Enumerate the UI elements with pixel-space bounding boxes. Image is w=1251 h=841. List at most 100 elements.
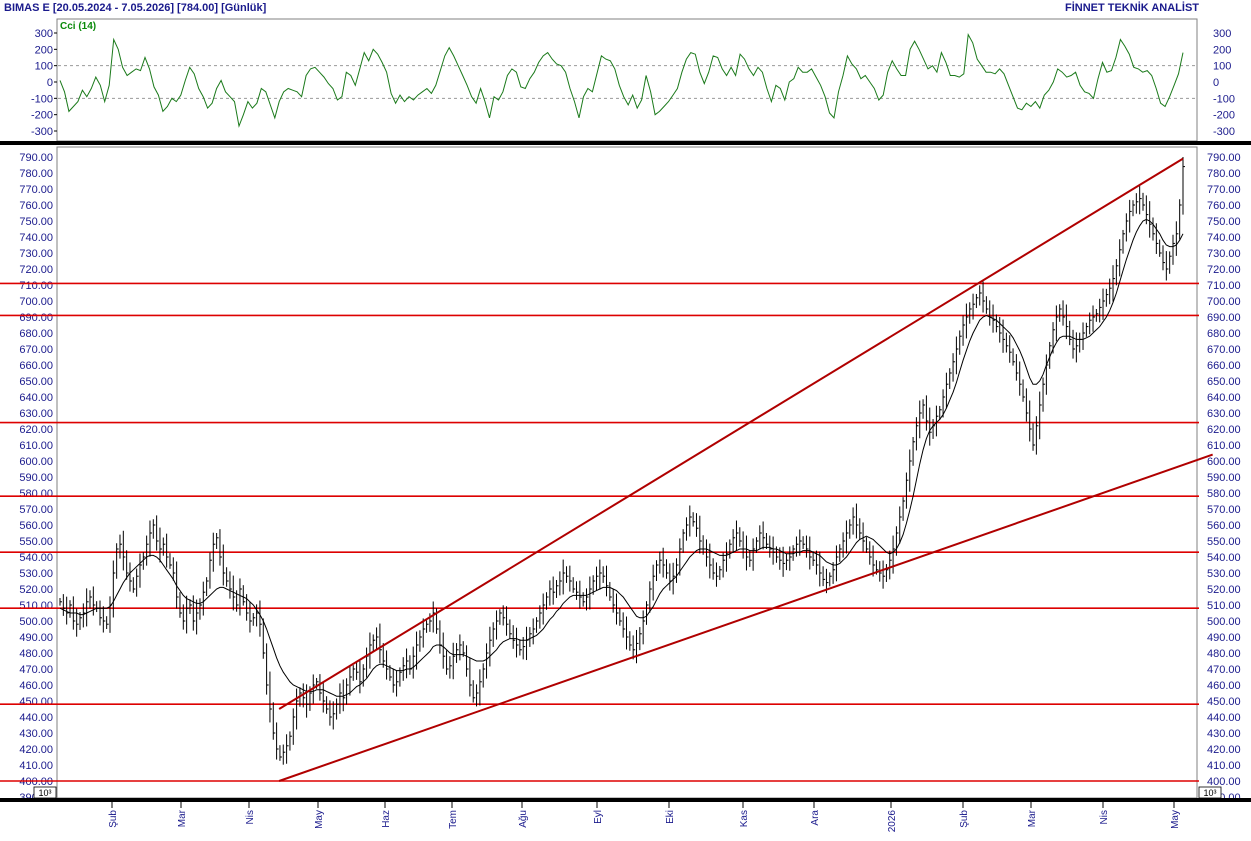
- price-tick-label: 780.00: [1207, 168, 1241, 180]
- price-tick-label: 460.00: [19, 680, 53, 692]
- price-bar: [609, 581, 612, 601]
- price-bar: [296, 688, 299, 730]
- price-bar: [852, 507, 856, 535]
- price-tick-label: 730.00: [1207, 248, 1241, 260]
- price-bar: [476, 684, 479, 707]
- cci-panel: 300 200 100 0 -100 -200 -300 300 200 100 0 -100 -20…: [31, 18, 1235, 142]
- price-bar: [219, 529, 222, 566]
- price-bar: [972, 293, 976, 320]
- price-bar: [1112, 265, 1116, 302]
- price-bar: [622, 612, 626, 638]
- x-tick-label: Tem: [448, 810, 459, 829]
- price-bar: [606, 565, 609, 597]
- price-bar: [369, 632, 372, 669]
- price-bar: [239, 578, 242, 616]
- price-bar: [59, 597, 62, 606]
- price-bar: [559, 571, 562, 596]
- x-tick-label: Nis: [1099, 810, 1110, 824]
- price-bar: [346, 678, 349, 705]
- price-bar: [179, 592, 182, 618]
- price-tick-label: 500.00: [1207, 616, 1241, 628]
- price-bar: [242, 585, 246, 606]
- price-bar: [1029, 400, 1032, 442]
- price-bar: [752, 538, 756, 571]
- price-bar: [952, 353, 956, 382]
- price-bar: [652, 564, 656, 601]
- price-bar: [1062, 300, 1066, 326]
- price-bar: [362, 664, 366, 687]
- x-tick-label: Şub: [959, 810, 970, 828]
- price-bar: [705, 539, 709, 567]
- price-bar: [519, 639, 522, 656]
- price-tick-label: 590.00: [19, 472, 53, 484]
- price-bar: [272, 702, 276, 740]
- price-bar: [1082, 322, 1086, 350]
- cci-tick-label: -100: [31, 93, 53, 105]
- price-bar: [186, 595, 189, 634]
- price-tick-label: 760.00: [1207, 200, 1241, 212]
- price-bar: [342, 679, 346, 712]
- price-bar: [735, 520, 739, 551]
- price-bar: [532, 618, 536, 645]
- cci-tick-label: 100: [35, 61, 53, 73]
- price-bar: [202, 581, 206, 616]
- price-bar: [1129, 199, 1132, 233]
- price-tick-label: 770.00: [19, 184, 53, 196]
- price-bar: [489, 626, 492, 667]
- price-bar: [586, 588, 589, 611]
- price-bar: [1169, 251, 1172, 274]
- price-bar: [799, 529, 802, 556]
- price-bar: [482, 663, 486, 688]
- price-bar: [805, 535, 809, 558]
- price-bar: [829, 572, 832, 587]
- price-bar: [1172, 234, 1176, 265]
- price-tick-label: 400.00: [1207, 776, 1241, 788]
- price-tick-label: 740.00: [1207, 232, 1241, 244]
- cci-tick-label: 200: [1213, 44, 1231, 56]
- cci-legend-label: Cci (14): [60, 21, 97, 32]
- price-bar: [182, 604, 186, 630]
- cci-tick-label: 300: [35, 28, 53, 40]
- price-bar: [1032, 423, 1036, 451]
- price-bar: [835, 545, 839, 582]
- bottom-separator: [0, 798, 1251, 802]
- price-bar: [682, 529, 686, 553]
- price-bar: [442, 632, 446, 669]
- price-bar: [1109, 278, 1112, 305]
- price-bar: [1092, 305, 1096, 332]
- price-bar: [566, 566, 569, 583]
- x-tick-label: May: [1170, 810, 1181, 829]
- price-tick-label: 690.00: [19, 312, 53, 324]
- price-bar: [426, 620, 429, 633]
- price-bar: [1059, 304, 1062, 322]
- x-tick-label: Nis: [245, 810, 256, 824]
- price-bar: [959, 330, 962, 355]
- price-bar: [269, 671, 272, 723]
- price-bar: [1025, 388, 1029, 422]
- price-bar: [819, 551, 822, 587]
- price-bar: [899, 506, 902, 544]
- price-bar: [286, 734, 289, 764]
- x-tick-label: Şub: [108, 810, 119, 828]
- price-bar: [1102, 288, 1106, 320]
- price-bar: [206, 577, 209, 597]
- price-bar: [126, 550, 129, 580]
- price-tick-label: 460.00: [1207, 680, 1241, 692]
- price-bar: [456, 643, 459, 663]
- price-bar: [655, 560, 659, 581]
- price-bar: [279, 745, 282, 761]
- price-bar: [722, 552, 726, 578]
- price-y-axis-left: 790.00 780.00 770.00 760.00 750.00 740.00 730.…: [19, 152, 53, 804]
- price-tick-label: 770.00: [1207, 184, 1241, 196]
- unit-badge-label: 10³: [38, 788, 51, 798]
- price-bar: [86, 588, 89, 627]
- x-tick-label: Mar: [1027, 809, 1038, 827]
- price-bar: [159, 527, 162, 563]
- price-bar: [556, 580, 559, 598]
- price-bar: [146, 535, 149, 566]
- cci-tick-label: 300: [1213, 28, 1231, 40]
- price-bar: [935, 405, 939, 437]
- price-bar: [985, 296, 989, 314]
- price-tick-label: 610.00: [19, 440, 53, 452]
